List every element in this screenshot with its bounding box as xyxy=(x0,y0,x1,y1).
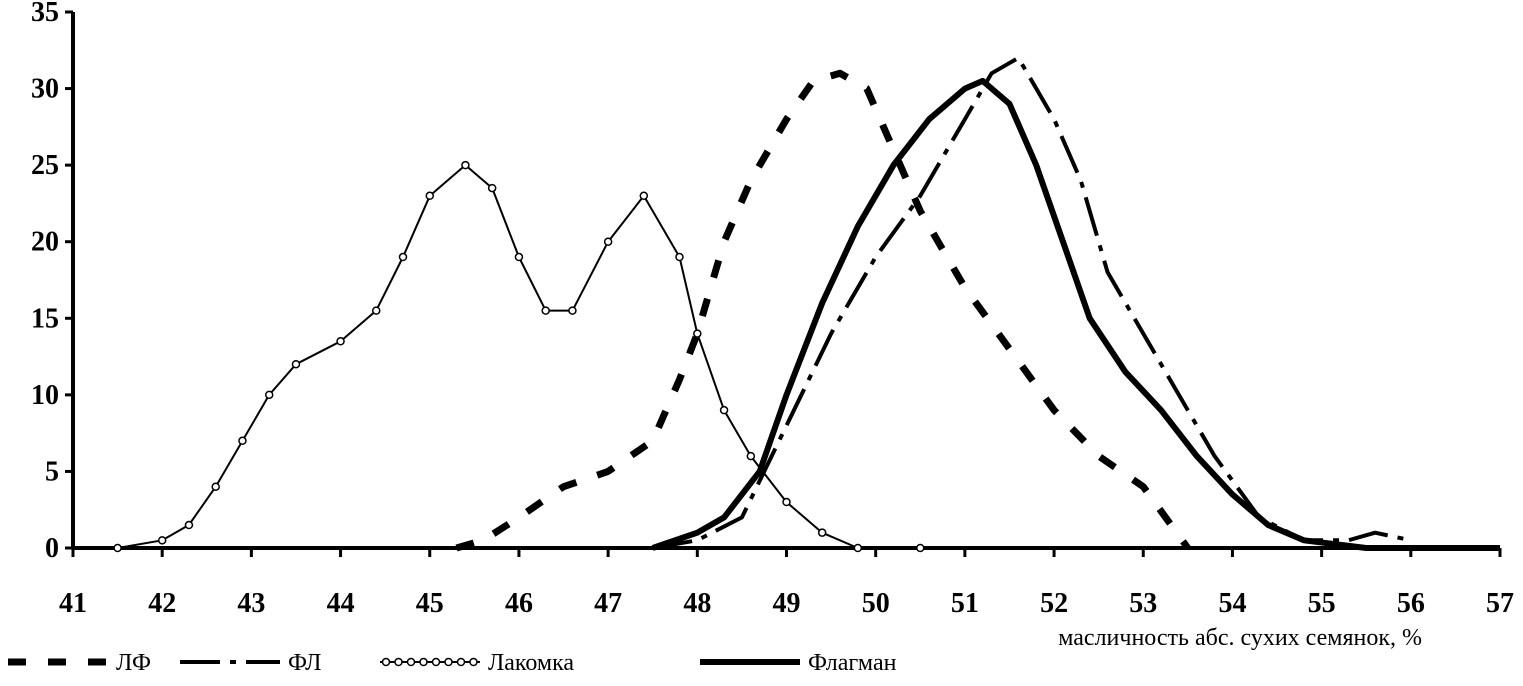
y-tick-label: 5 xyxy=(45,456,59,487)
x-tick-label: 42 xyxy=(148,588,176,619)
data-point xyxy=(693,329,702,338)
data-point xyxy=(746,451,756,461)
x-tick-label: 53 xyxy=(1129,588,1157,619)
legend-marker xyxy=(469,657,478,667)
data-point xyxy=(371,306,381,315)
x-tick-label: 50 xyxy=(862,588,890,619)
y-tick-label: 25 xyxy=(31,150,59,181)
data-point xyxy=(514,252,524,262)
y-tick-label: 15 xyxy=(31,303,59,334)
legend-label: ЛФ xyxy=(116,650,151,676)
data-point xyxy=(639,191,649,201)
x-axis-label: масличность абс. сухих семянок, % xyxy=(1058,625,1422,651)
legend-item-2: Лакомка xyxy=(380,650,574,676)
legend-label: ФЛ xyxy=(288,650,321,676)
data-point xyxy=(157,536,167,545)
y-tick-label: 0 xyxy=(45,533,59,564)
data-point xyxy=(568,306,577,315)
series-line xyxy=(117,164,921,549)
axes: 0 5 10 15 20 25 30 35 41 42 43 44 45 46 47 48 49 50 51 52 53… xyxy=(31,0,1514,619)
x-tick-label: 51 xyxy=(951,588,979,619)
legend-label: Флагман xyxy=(808,650,897,676)
x-tick-label: 55 xyxy=(1308,588,1336,619)
data-point xyxy=(487,183,497,193)
legend-marker xyxy=(394,657,403,667)
data-point xyxy=(336,337,345,346)
legend-marker xyxy=(419,657,428,667)
x-tick-label: 46 xyxy=(505,588,533,619)
data-point xyxy=(603,237,613,246)
legend-marker xyxy=(406,657,416,667)
data-point xyxy=(916,543,925,553)
series-0 xyxy=(455,69,1191,552)
data-point xyxy=(238,436,247,446)
legend-marker xyxy=(381,657,391,667)
legend-item-0: ЛФ xyxy=(8,650,151,676)
data-point xyxy=(291,359,301,369)
series-layer xyxy=(113,55,1500,553)
legend-item-1: ФЛ xyxy=(180,650,321,676)
data-point xyxy=(853,543,863,553)
legend-item-3: Флагман xyxy=(700,650,897,676)
y-tick-label: 30 xyxy=(31,74,59,105)
data-point xyxy=(461,160,470,170)
y-tick-label: 10 xyxy=(31,380,59,411)
x-tick-label: 54 xyxy=(1218,588,1246,619)
legend-marker xyxy=(431,657,441,667)
x-tick-label: 45 xyxy=(416,588,444,619)
series-2 xyxy=(113,160,925,553)
data-point xyxy=(425,191,434,201)
data-point xyxy=(541,306,550,315)
series-1 xyxy=(652,55,1412,550)
x-tick-label: 49 xyxy=(773,588,801,619)
data-point xyxy=(398,252,408,262)
x-tick-label: 44 xyxy=(327,588,355,619)
series-line xyxy=(455,69,1191,552)
data-point xyxy=(264,390,274,400)
x-tick-label: 48 xyxy=(683,588,711,619)
data-point xyxy=(675,252,684,262)
legend-marker xyxy=(456,657,466,667)
y-tick-label: 35 xyxy=(31,0,59,28)
series-line xyxy=(651,77,1500,551)
x-tick-label: 43 xyxy=(237,588,265,619)
x-tick-label: 57 xyxy=(1486,588,1514,619)
data-point xyxy=(113,543,122,553)
data-point xyxy=(184,520,194,530)
x-tick-label: 47 xyxy=(594,588,622,619)
x-tick-label: 52 xyxy=(1040,588,1068,619)
x-tick-label: 41 xyxy=(59,588,87,619)
series-line xyxy=(652,55,1412,550)
data-point xyxy=(817,528,827,537)
legend-label: Лакомка xyxy=(488,650,574,676)
x-tick-label: 56 xyxy=(1397,588,1425,619)
legend-marker xyxy=(444,657,453,667)
y-tick-label: 20 xyxy=(31,227,59,258)
series-3 xyxy=(651,77,1500,551)
data-point xyxy=(782,497,791,507)
data-point xyxy=(719,405,729,415)
data-point xyxy=(211,482,220,491)
legend: ЛФ ФЛ Лакомка Флагман xyxy=(8,650,897,676)
